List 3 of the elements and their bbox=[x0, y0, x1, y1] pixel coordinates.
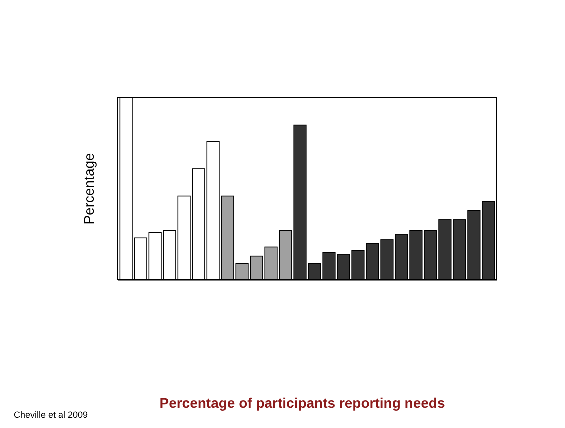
y-axis-title: Percentage bbox=[81, 152, 97, 225]
text: Percentage of participants reporting needs bbox=[160, 395, 446, 411]
text: Cheville et al 2009 bbox=[14, 410, 88, 420]
